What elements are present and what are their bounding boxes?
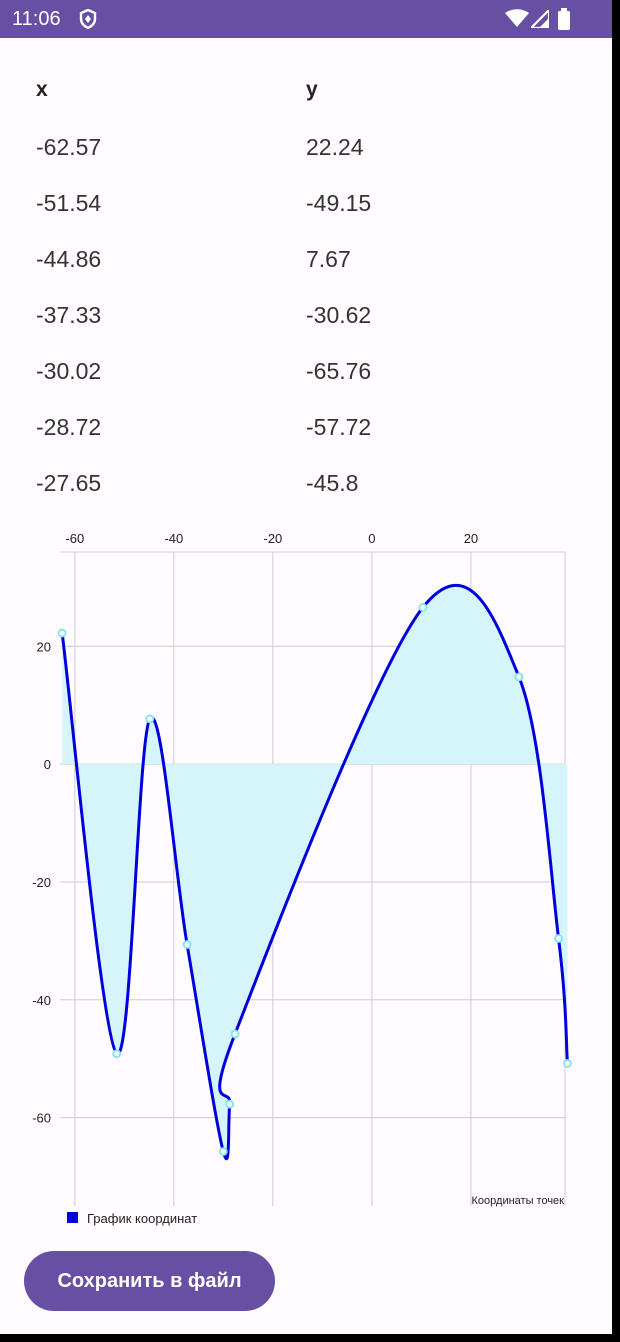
data-point [112, 1049, 122, 1059]
data-point [57, 628, 67, 638]
cell-y: 7.67 [306, 246, 351, 272]
cell-y: -49.15 [306, 190, 372, 216]
cell-x: -28.72 [36, 414, 102, 440]
cell-x: -44.86 [36, 246, 102, 272]
data-point [418, 602, 428, 612]
y-tick-label: -60 [32, 1111, 51, 1126]
shield-icon [79, 9, 97, 29]
coordinates-chart[interactable]: -60 -40 -20 0 20 20 0 -20 -40 -60 Координаты точе… [0, 522, 612, 1232]
x-tick-label: -40 [164, 531, 183, 546]
area-fill [62, 585, 568, 1159]
cell-x: -51.54 [36, 190, 102, 216]
cell-y: -57.72 [306, 414, 372, 440]
table-row: -62.57 22.24 [0, 120, 612, 176]
cell-y: -65.76 [306, 358, 372, 384]
chart-description: Координаты точек [472, 1195, 565, 1207]
data-point [563, 1059, 572, 1068]
y-tick-label: 20 [37, 639, 51, 654]
table-row: -37.33 -30.62 [0, 288, 612, 344]
x-tick-label: 0 [368, 531, 375, 546]
table-row: -51.54 -49.15 [0, 176, 612, 232]
cell-x: -62.57 [36, 134, 102, 160]
legend-label: График координат [87, 1211, 197, 1226]
cell-x: -30.02 [36, 358, 102, 384]
y-tick-label: 0 [44, 757, 51, 772]
status-time: 11:06 [12, 8, 61, 30]
coordinates-table: x y -62.57 22.24 -51.54 -49.15 -44.86 7.… [0, 64, 612, 512]
data-point [514, 672, 524, 682]
cell-y: -30.62 [306, 302, 372, 328]
cell-y: 22.24 [306, 134, 364, 160]
save-to-file-button[interactable]: Сохранить в файл [24, 1251, 275, 1311]
legend-swatch [67, 1212, 78, 1223]
cell-y: -45.8 [306, 470, 359, 496]
x-tick-label: -20 [263, 531, 282, 546]
column-header-x: x [36, 78, 48, 101]
table-row: -30.02 -65.76 [0, 344, 612, 400]
status-bar: 11:06 [0, 0, 612, 38]
data-point [230, 1029, 240, 1039]
x-tick-label: -60 [65, 531, 84, 546]
table-row: -44.86 7.67 [0, 232, 612, 288]
signal-icon [531, 10, 549, 28]
x-tick-label: 20 [464, 531, 478, 546]
series-line [60, 583, 569, 1161]
data-point [225, 1099, 235, 1109]
data-point [554, 934, 563, 943]
cell-x: -27.65 [36, 470, 102, 496]
battery-icon [558, 8, 570, 30]
data-point [218, 1147, 228, 1156]
table-row: -28.72 -57.72 [0, 400, 612, 456]
y-tick-label: -20 [32, 875, 51, 890]
data-point [145, 714, 155, 724]
table-row: -27.65 -45.8 [0, 456, 612, 512]
data-point [182, 940, 192, 949]
y-tick-label: -40 [32, 993, 51, 1008]
cell-x: -37.33 [36, 302, 102, 328]
column-header-y: y [306, 78, 318, 101]
wifi-icon [505, 9, 529, 27]
table-header: x y [0, 64, 612, 120]
